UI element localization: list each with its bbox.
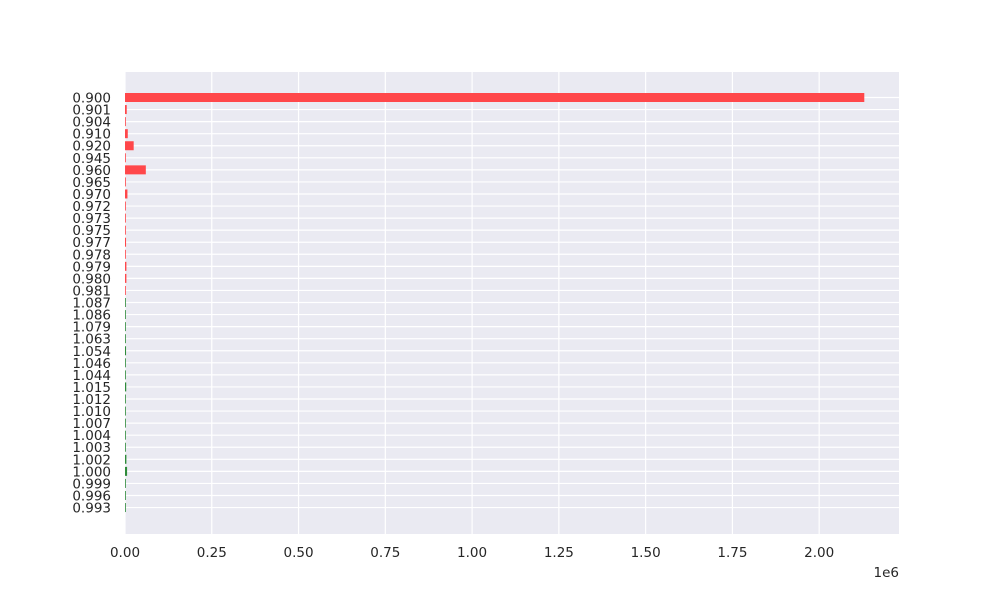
bar-0.973 — [125, 213, 126, 223]
bars — [125, 93, 865, 513]
bar-0.996 — [125, 490, 126, 500]
bar-1.004 — [125, 430, 126, 440]
bar-0.945 — [125, 153, 126, 163]
bar-1.015 — [125, 382, 127, 392]
bar-1.086 — [125, 310, 126, 320]
bar-0.977 — [125, 237, 127, 247]
y-tick-label: 0.975 — [72, 223, 111, 239]
y-tick-label: 0.904 — [72, 115, 111, 131]
bar-0.900 — [125, 93, 865, 102]
y-tick-label: 1.063 — [72, 332, 111, 348]
y-tick-labels: 0.9000.9010.9040.9100.9200.9450.9600.965… — [72, 91, 111, 517]
bar-1.010 — [125, 406, 126, 416]
y-tick-label: 0.977 — [72, 235, 111, 251]
y-tick-label: 1.003 — [72, 440, 111, 456]
bar-0.970 — [125, 189, 128, 199]
bar-1.007 — [125, 418, 126, 428]
x-tick-labels: 0.00 0.25 0.50 0.75 1.00 1.25 1.50 1.75 2.00 — [110, 545, 834, 561]
y-tick-label: 0.999 — [72, 476, 111, 492]
y-tick-label: 1.054 — [72, 344, 111, 360]
bar-0.901 — [125, 105, 127, 115]
x-tick-label: 1.50 — [631, 545, 661, 561]
bar-0.965 — [125, 177, 126, 187]
bar-1.063 — [125, 334, 126, 344]
y-tick-label: 0.901 — [72, 103, 111, 119]
bar-1.087 — [125, 298, 126, 308]
x-axis-offset-label: 1e6 — [874, 565, 899, 581]
x-tick-label: 0.50 — [284, 545, 314, 561]
y-tick-label: 1.079 — [72, 320, 111, 336]
bar-0.960 — [125, 165, 146, 175]
x-tick-label: 1.00 — [457, 545, 487, 561]
bar-0.993 — [125, 503, 126, 513]
x-tick-label: 0.25 — [197, 545, 227, 561]
bar-1.000 — [125, 466, 128, 476]
y-tick-label: 0.970 — [72, 187, 111, 203]
bar-1.046 — [125, 358, 126, 368]
y-tick-label: 1.010 — [72, 404, 111, 420]
bar-1.002 — [125, 454, 127, 464]
y-tick-label: 0.973 — [72, 211, 111, 227]
bar-0.999 — [125, 478, 126, 488]
y-tick-label: 0.960 — [72, 163, 111, 179]
y-tick-label: 0.979 — [72, 259, 111, 275]
x-tick-label: 1.25 — [544, 545, 574, 561]
y-tick-label: 0.978 — [72, 247, 111, 263]
bar-1.044 — [125, 370, 126, 380]
bar-0.981 — [125, 285, 126, 295]
bar-0.980 — [125, 273, 127, 283]
bar-0.904 — [125, 117, 126, 127]
y-tick-label: 1.007 — [72, 416, 111, 432]
x-tick-label: 2.00 — [804, 545, 834, 561]
y-tick-label: 0.972 — [72, 199, 111, 215]
bar-0.920 — [125, 141, 134, 151]
y-tick-label: 0.996 — [72, 488, 111, 504]
x-tick-label: 0.00 — [110, 545, 140, 561]
y-tick-label: 1.046 — [72, 356, 111, 372]
y-tick-label: 1.000 — [72, 464, 111, 480]
y-tick-label: 0.965 — [72, 175, 111, 191]
y-tick-label: 1.044 — [72, 368, 111, 384]
bar-1.054 — [125, 346, 127, 356]
y-tick-label: 0.900 — [72, 91, 111, 107]
bar-0.979 — [125, 261, 127, 271]
y-tick-label: 1.015 — [72, 380, 111, 396]
y-tick-label: 0.945 — [72, 151, 111, 167]
x-tick-label: 1.75 — [717, 545, 747, 561]
bar-0.972 — [125, 201, 126, 211]
y-tick-label: 1.086 — [72, 308, 111, 324]
y-tick-label: 1.002 — [72, 452, 111, 468]
x-tick-label: 0.75 — [370, 545, 400, 561]
bar-1.012 — [125, 394, 126, 404]
y-tick-label: 0.993 — [72, 501, 111, 517]
bar-0.910 — [125, 129, 128, 139]
y-tick-label: 0.920 — [72, 139, 111, 155]
y-tick-label: 0.910 — [72, 127, 111, 143]
bar-1.003 — [125, 442, 126, 452]
bar-1.079 — [125, 322, 126, 332]
y-tick-label: 0.981 — [72, 283, 111, 299]
y-tick-label: 1.087 — [72, 296, 111, 312]
y-tick-label: 1.004 — [72, 428, 111, 444]
y-tick-label: 0.980 — [72, 271, 111, 287]
bar-0.978 — [125, 249, 126, 259]
y-tick-label: 1.012 — [72, 392, 111, 408]
bar-0.975 — [125, 225, 126, 235]
